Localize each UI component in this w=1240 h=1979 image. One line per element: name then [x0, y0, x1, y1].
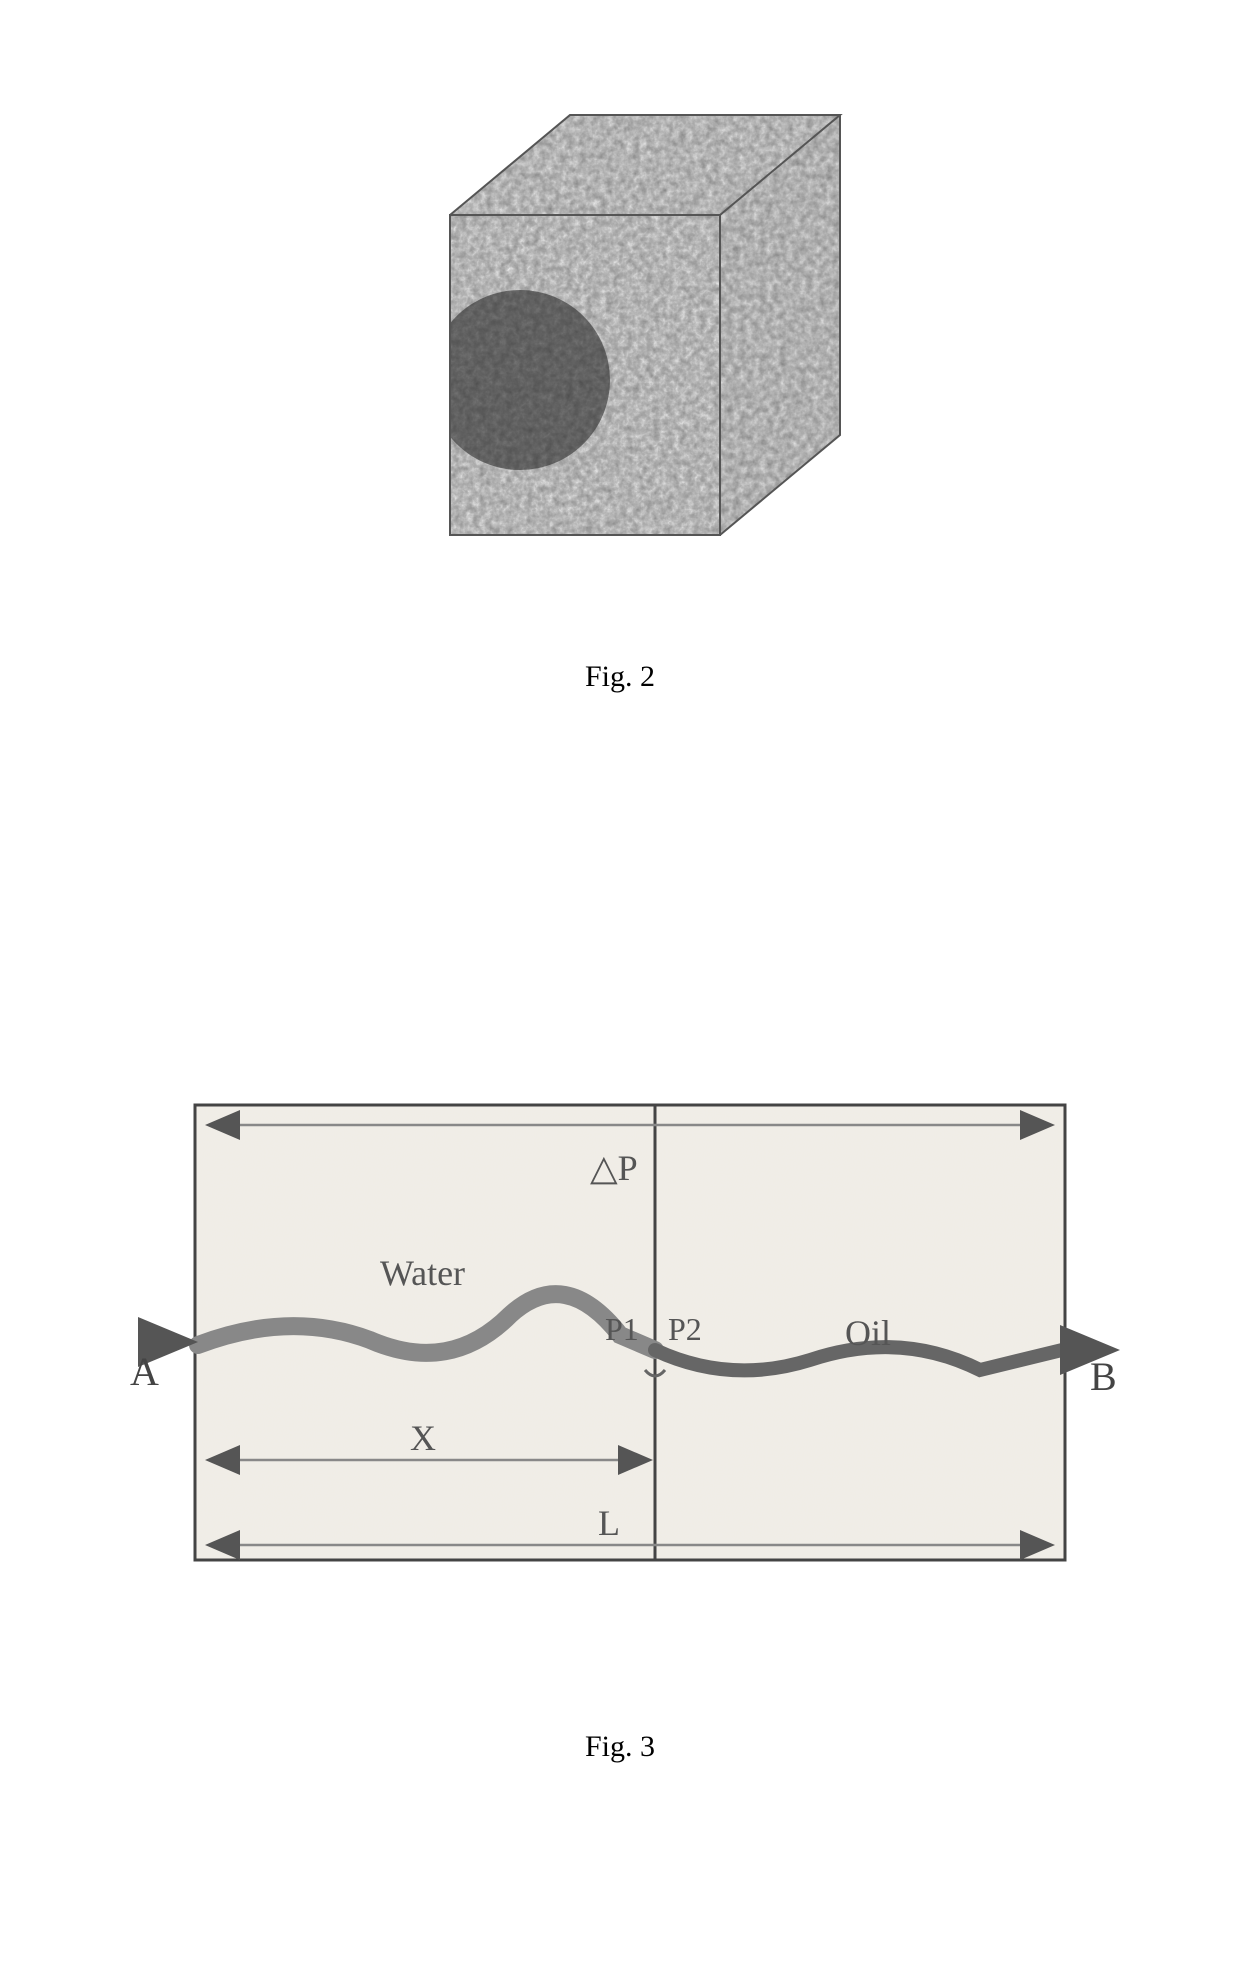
x-label: X: [410, 1418, 436, 1458]
porous-cube-render: [360, 60, 880, 580]
oil-label: Oil: [845, 1313, 891, 1353]
figure-3-caption: Fig. 3: [585, 1730, 655, 1764]
delta-p-label: △P: [590, 1148, 638, 1188]
a-label: A: [130, 1349, 159, 1394]
figure-2-caption: Fig. 2: [585, 660, 655, 694]
l-label: L: [598, 1503, 620, 1543]
water-label: Water: [380, 1253, 465, 1293]
p2-label: P2: [668, 1311, 702, 1347]
figure-3-container: △P Water P1 P2 Oil A B X L Fig. 3: [0, 1050, 1240, 1764]
flow-diagram: △P Water P1 P2 Oil A B X L: [110, 1050, 1130, 1630]
b-label: B: [1090, 1354, 1117, 1399]
dark-region: [430, 290, 610, 470]
p1-label: P1: [605, 1311, 639, 1347]
figure-2-container: Fig. 2: [0, 60, 1240, 694]
